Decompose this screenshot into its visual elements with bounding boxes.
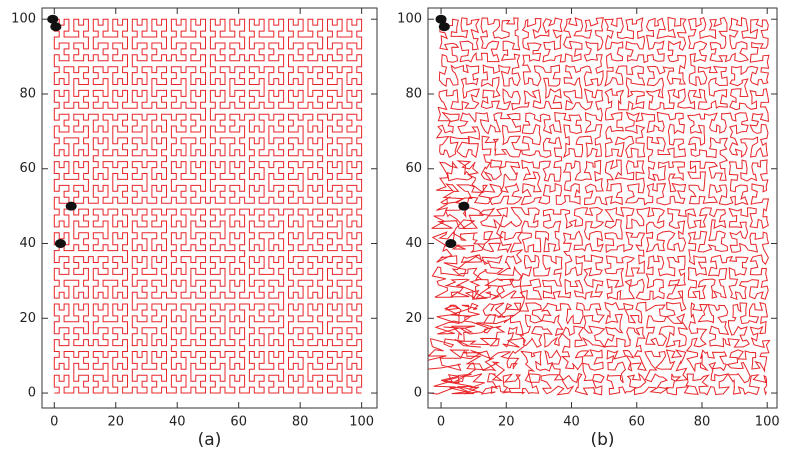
x-tick-label: 100: [349, 415, 374, 430]
x-tick-label: 20: [498, 415, 515, 430]
y-tick-label: 0: [414, 386, 422, 401]
point: [54, 239, 66, 249]
y-tick-label: 40: [19, 236, 36, 251]
x-tick-label: 80: [694, 415, 711, 430]
y-tick-label: 80: [405, 86, 422, 101]
point: [50, 22, 62, 32]
curve: [428, 16, 771, 396]
curve: [53, 18, 363, 394]
caption: (b): [590, 430, 614, 450]
y-tick-label: 100: [397, 12, 422, 27]
point: [65, 201, 77, 211]
x-tick-label: 20: [107, 415, 124, 430]
x-tick-label: 60: [230, 415, 247, 430]
x-tick-label: 60: [628, 415, 645, 430]
y-tick-label: 20: [19, 311, 36, 326]
y-tick-label: 100: [11, 12, 36, 27]
caption: (a): [198, 430, 222, 450]
y-tick-label: 60: [405, 161, 422, 176]
point: [47, 14, 59, 24]
y-tick-label: 40: [405, 236, 422, 251]
x-tick-label: 40: [169, 415, 186, 430]
x-tick-label: 0: [437, 415, 445, 430]
y-tick-label: 80: [19, 86, 36, 101]
x-tick-label: 100: [755, 415, 780, 430]
x-tick-label: 80: [292, 415, 309, 430]
x-tick-label: 0: [50, 415, 58, 430]
point: [435, 14, 447, 24]
y-tick-label: 60: [19, 161, 36, 176]
plot-frame: [41, 7, 378, 409]
point: [458, 201, 470, 211]
plot-frame: [427, 7, 778, 409]
y-tick-label: 0: [28, 386, 36, 401]
point: [438, 22, 450, 32]
y-tick-label: 20: [405, 311, 422, 326]
point: [445, 239, 457, 249]
x-tick-label: 40: [563, 415, 580, 430]
